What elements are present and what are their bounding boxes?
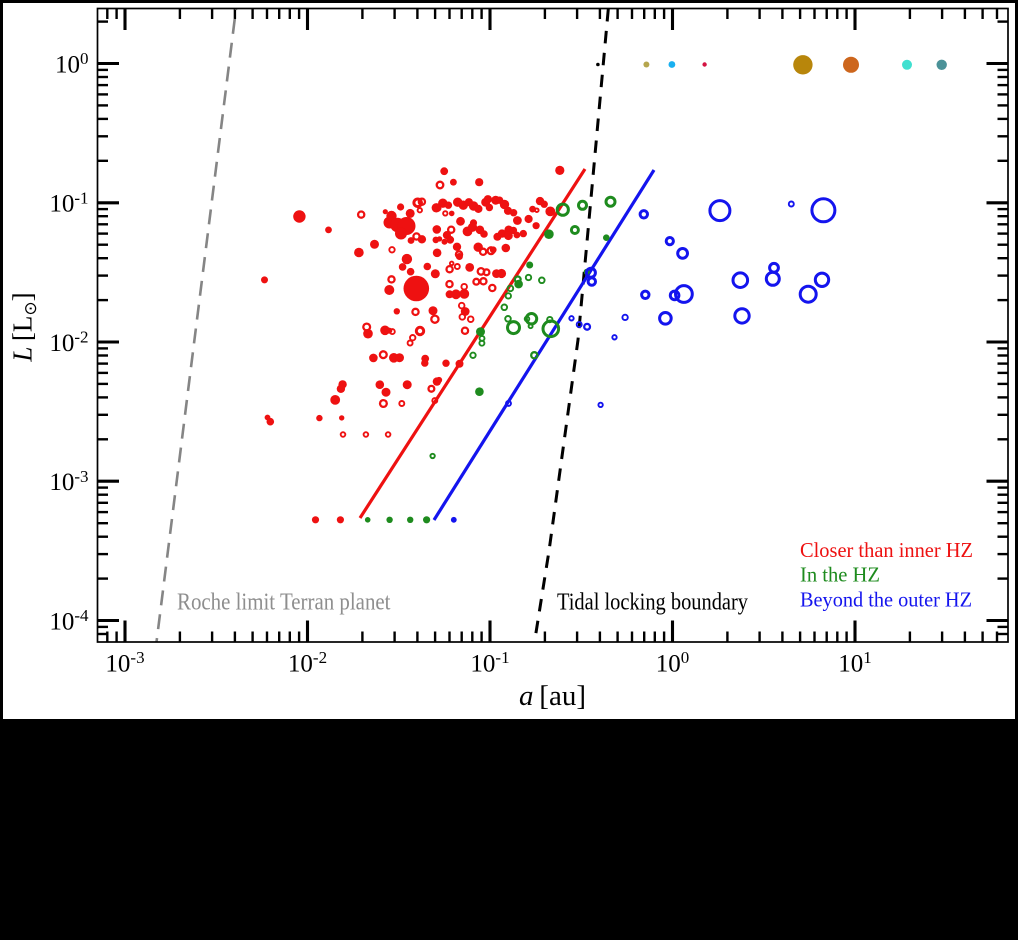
svg-text:a [au]: a [au] [519,681,586,712]
svg-text:Roche limit Terran planet: Roche limit Terran planet [177,590,391,616]
svg-text:In the HZ: In the HZ [800,562,880,586]
svg-text:Tidal locking boundary: Tidal locking boundary [557,589,748,615]
svg-text:Closer than inner HZ: Closer than inner HZ [800,538,973,562]
svg-text:Beyond the outer HZ: Beyond the outer HZ [800,588,972,612]
